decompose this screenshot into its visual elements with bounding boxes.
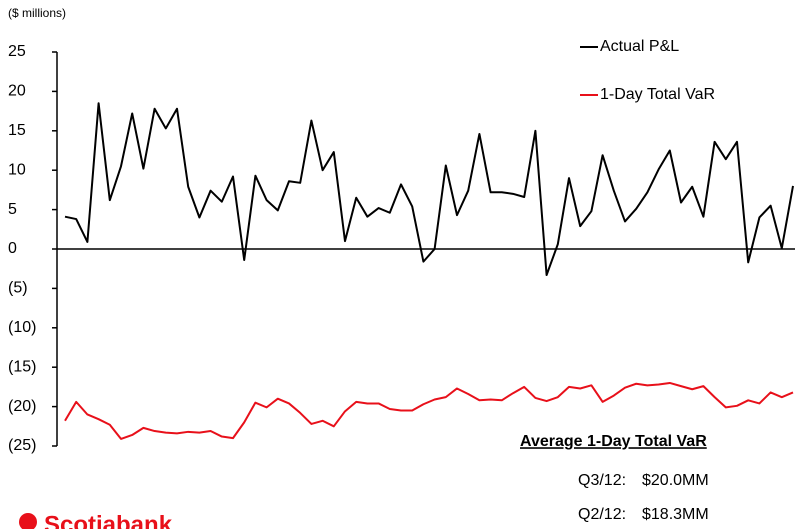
y-tick-label: 20: [8, 83, 26, 100]
y-tick-label: (15): [8, 358, 36, 375]
y-tick-label: 15: [8, 122, 26, 139]
y-tick-label: 5: [8, 201, 17, 218]
series-line: [64, 381, 794, 440]
annotation-value: $20.0MM: [642, 472, 709, 489]
y-tick-label: 0: [8, 240, 17, 257]
series-line: [64, 102, 794, 277]
annotation-label: Q3/12:: [578, 472, 626, 489]
logo-text: Scotiabank: [44, 511, 173, 529]
logo: Scotiabank: [19, 511, 173, 529]
annotation-title: Average 1-Day Total VaR: [520, 433, 707, 450]
subtitle: ($ millions): [8, 6, 66, 20]
y-tick-label: 25: [8, 43, 26, 60]
logo-icon: [19, 513, 37, 529]
y-tick-label: (10): [8, 319, 36, 336]
legend-label: 1-Day Total VaR: [600, 86, 715, 103]
annotation-value: $18.3MM: [642, 506, 709, 523]
y-tick-label: (5): [8, 280, 28, 297]
y-tick-label: 10: [8, 161, 26, 178]
legend-label: Actual P&L: [600, 38, 679, 55]
y-tick-label: (20): [8, 398, 36, 415]
annotation-label: Q2/12:: [578, 506, 626, 523]
y-tick-label: (25): [8, 437, 36, 454]
